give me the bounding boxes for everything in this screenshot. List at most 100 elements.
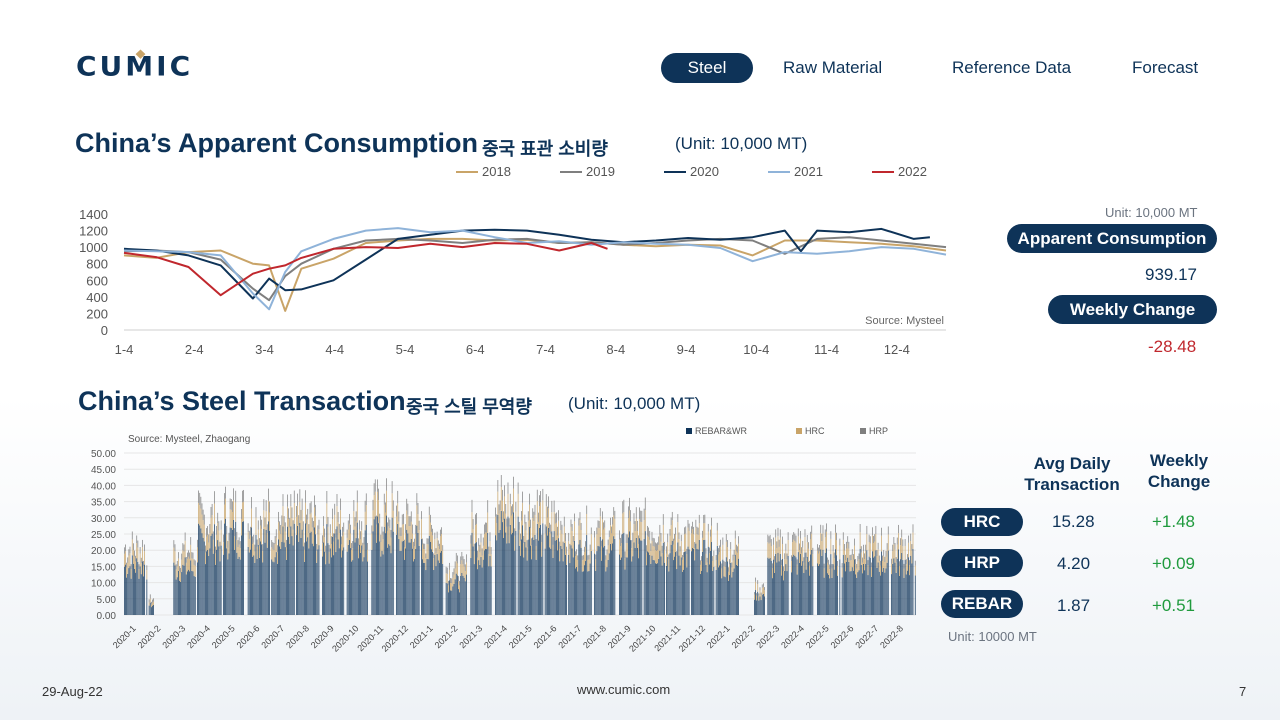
bar-REBAR&WR (621, 557, 622, 615)
bar-REBAR&WR (905, 574, 907, 615)
tab-steel[interactable]: Steel (661, 53, 753, 83)
x-tick-label: 12-4 (884, 342, 910, 357)
bar-HRC (432, 535, 433, 552)
tab-reference-data[interactable]: Reference Data (952, 58, 1072, 77)
bar-HRP (760, 592, 762, 596)
bar-HRP (873, 536, 874, 544)
bar-HRC (450, 583, 451, 591)
bar-HRP (175, 564, 177, 570)
bar-REBAR&WR (251, 527, 252, 615)
bar-HRC (830, 538, 832, 555)
bar-HRP (220, 520, 222, 530)
bar-HRP (542, 488, 544, 501)
bar-HRP (580, 522, 582, 531)
bar-REBAR&WR (914, 575, 916, 615)
bar-HRP (327, 516, 329, 527)
bar-REBAR&WR (644, 531, 646, 615)
bar-REBAR&WR (241, 535, 242, 615)
bar-HRC (218, 530, 220, 547)
bar-REBAR&WR (570, 545, 572, 615)
bar-HRP (515, 501, 517, 512)
bar-HRP (683, 552, 684, 558)
bar-HRP (124, 547, 125, 554)
bar-REBAR&WR (547, 535, 548, 615)
bar-HRP (214, 491, 215, 504)
bar-HRC (367, 549, 368, 562)
bar-HRC (607, 545, 609, 560)
bar-HRP (200, 496, 202, 509)
bar-HRC (238, 544, 240, 557)
bar-REBAR&WR (774, 572, 775, 615)
bar-REBAR&WR (693, 548, 694, 615)
bar-HRP (440, 529, 441, 537)
bar-REBAR&WR (480, 556, 482, 615)
bar-REBAR&WR (512, 532, 513, 615)
bar-HRC (538, 521, 539, 541)
bar-HRC (146, 570, 148, 580)
bar-HRP (909, 560, 910, 566)
bar-HRP (340, 498, 341, 511)
bar-REBAR&WR (460, 575, 462, 615)
tab-forecast[interactable]: Forecast (1132, 58, 1199, 77)
bar-HRP (784, 553, 786, 560)
bar-REBAR&WR (374, 516, 376, 615)
bar-HRP (797, 528, 799, 537)
bar-HRC (604, 527, 606, 546)
bar-HRC (659, 534, 661, 551)
bar-HRC (552, 544, 554, 558)
bar-HRC (794, 541, 796, 556)
tab-raw-material[interactable]: Raw Material (783, 58, 883, 77)
bar-HRC (570, 526, 572, 546)
bar-HRP (695, 519, 697, 528)
bar-HRC (441, 534, 442, 551)
bar-REBAR&WR (198, 523, 199, 615)
bar-REBAR&WR (821, 555, 823, 615)
bar-REBAR&WR (892, 563, 894, 615)
bar-HRC (553, 511, 555, 532)
bar-REBAR&WR (885, 568, 887, 615)
bar-HRC (279, 530, 280, 547)
bar-REBAR&WR (299, 522, 301, 615)
bar-HRP (800, 530, 801, 539)
bar-HRP (687, 519, 689, 528)
bar-HRC (722, 544, 724, 560)
bar-HRP (661, 545, 663, 554)
bar-HRP (499, 500, 501, 511)
bar-HRP (417, 502, 419, 515)
x-tick-label: 2021-5 (507, 623, 534, 650)
bar-HRP (318, 519, 320, 530)
bar-HRC (445, 573, 447, 583)
bar-HRP (198, 490, 199, 503)
bar-HRP (673, 538, 674, 545)
bar-REBAR&WR (613, 536, 615, 615)
footer-url[interactable]: www.cumic.com (577, 682, 671, 697)
bar-HRP (513, 476, 514, 489)
bar-REBAR&WR (559, 561, 561, 615)
bar-REBAR&WR (385, 533, 386, 615)
bar-HRP (768, 536, 770, 544)
bar-REBAR&WR (455, 573, 457, 615)
bar-HRC (387, 530, 388, 548)
bar-HRC (256, 546, 258, 559)
bar-HRP (291, 507, 293, 519)
bar-REBAR&WR (124, 566, 125, 615)
bar-REBAR&WR (770, 560, 772, 615)
bar-REBAR&WR (376, 542, 377, 615)
bar-HRP (302, 521, 304, 531)
bar-HRC (296, 516, 297, 536)
bar-HRC (291, 518, 293, 537)
bar-REBAR&WR (625, 557, 627, 615)
bar-REBAR&WR (409, 542, 411, 615)
bar-HRC (409, 526, 411, 543)
x-tick-label: 11-4 (814, 342, 839, 357)
bar-REBAR&WR (306, 541, 307, 615)
bar-HRP (685, 526, 687, 534)
bar-REBAR&WR (792, 556, 793, 615)
transaction-unit: (Unit: 10,000 MT) (568, 394, 701, 413)
bar-HRC (776, 548, 778, 563)
bar-HRC (800, 538, 801, 554)
bar-REBAR&WR (387, 547, 388, 615)
bar-HRC (821, 541, 823, 556)
bar-REBAR&WR (484, 550, 485, 615)
bar-HRC (828, 564, 829, 575)
